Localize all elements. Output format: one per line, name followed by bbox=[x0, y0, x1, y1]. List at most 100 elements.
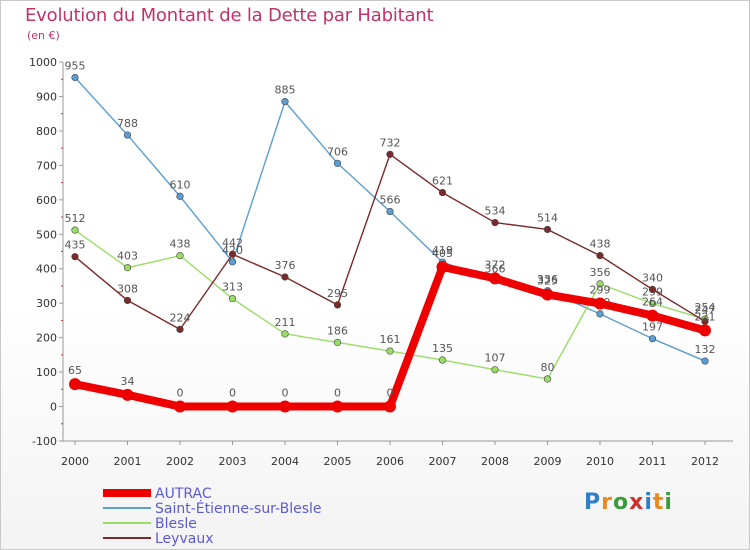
x-tick-label: 2009 bbox=[534, 455, 562, 468]
data-label: 313 bbox=[222, 281, 243, 294]
data-point bbox=[646, 309, 659, 322]
data-label: 299 bbox=[590, 284, 611, 297]
data-label: 186 bbox=[327, 324, 348, 337]
x-tick-label: 2011 bbox=[639, 455, 667, 468]
data-label: 224 bbox=[170, 311, 191, 324]
x-tick-label: 2008 bbox=[481, 455, 509, 468]
y-tick-label: 900 bbox=[36, 90, 57, 103]
data-label: 0 bbox=[177, 387, 184, 400]
data-point bbox=[386, 347, 394, 355]
data-label: 420 bbox=[222, 244, 243, 257]
data-label: 610 bbox=[170, 178, 191, 191]
data-label: 135 bbox=[432, 342, 453, 355]
x-tick-label: 2005 bbox=[324, 455, 352, 468]
data-label: 512 bbox=[65, 212, 86, 225]
data-label: 308 bbox=[117, 282, 138, 295]
data-label: 732 bbox=[380, 136, 401, 149]
y-tick-label: 100 bbox=[36, 366, 57, 379]
data-label: 0 bbox=[387, 387, 394, 400]
y-tick-label: 300 bbox=[36, 297, 57, 310]
data-point bbox=[438, 188, 447, 197]
proxiti-logo: Proxiti bbox=[584, 490, 673, 515]
x-tick-label: 2012 bbox=[691, 455, 719, 468]
legend-label: Leyvaux bbox=[155, 531, 213, 547]
data-label: 955 bbox=[65, 60, 86, 73]
data-point bbox=[648, 335, 657, 343]
data-label: 514 bbox=[537, 211, 558, 224]
data-label: 435 bbox=[65, 239, 86, 252]
data-label: 132 bbox=[695, 343, 716, 356]
data-point bbox=[123, 131, 132, 139]
data-label: 419 bbox=[432, 244, 453, 257]
x-tick-label: 2004 bbox=[271, 455, 299, 468]
data-label: 366 bbox=[485, 262, 506, 275]
data-point bbox=[71, 226, 79, 234]
data-label: 211 bbox=[275, 316, 296, 329]
data-point bbox=[281, 273, 289, 281]
data-point bbox=[699, 324, 711, 337]
data-point bbox=[281, 330, 289, 338]
data-label: 107 bbox=[485, 352, 506, 365]
data-label: 621 bbox=[432, 175, 453, 188]
y-tick-label: 600 bbox=[36, 194, 57, 207]
y-tick-label: 400 bbox=[36, 263, 57, 276]
data-label: 534 bbox=[485, 205, 506, 218]
data-label: 566 bbox=[380, 194, 401, 207]
data-label: 34 bbox=[121, 375, 135, 388]
data-point bbox=[491, 366, 499, 374]
data-point bbox=[701, 357, 709, 365]
data-point bbox=[226, 400, 239, 413]
data-label: 340 bbox=[642, 271, 663, 284]
data-point bbox=[123, 296, 132, 305]
x-tick-label: 2010 bbox=[586, 455, 614, 468]
y-tick-label: 0 bbox=[50, 401, 57, 414]
data-point bbox=[491, 218, 499, 227]
data-label: 254 bbox=[695, 301, 716, 314]
data-label: 356 bbox=[590, 266, 611, 279]
data-point bbox=[596, 310, 604, 318]
x-tick-label: 2000 bbox=[61, 455, 89, 468]
data-point bbox=[228, 258, 237, 266]
data-point bbox=[438, 356, 447, 364]
data-point bbox=[121, 388, 134, 401]
data-point bbox=[176, 325, 184, 333]
data-point bbox=[281, 98, 289, 106]
data-point bbox=[71, 73, 79, 82]
x-tick-label: 2002 bbox=[166, 455, 194, 468]
data-label: 325 bbox=[537, 275, 558, 288]
y-tick-label: 500 bbox=[36, 228, 57, 241]
x-tick-label: 2003 bbox=[219, 455, 247, 468]
data-point bbox=[333, 159, 342, 167]
data-label: 442 bbox=[222, 236, 243, 249]
data-point bbox=[541, 288, 554, 301]
data-label: 438 bbox=[590, 238, 611, 251]
data-point bbox=[436, 261, 449, 274]
data-point bbox=[176, 252, 184, 260]
data-label: 403 bbox=[117, 250, 138, 263]
data-label: 438 bbox=[170, 238, 191, 251]
y-tick-label: 1000 bbox=[29, 56, 57, 69]
data-label: 80 bbox=[541, 361, 555, 374]
chart-subtitle: (en €) bbox=[27, 29, 60, 42]
data-point bbox=[648, 285, 657, 294]
x-tick-label: 2001 bbox=[114, 455, 142, 468]
data-label: 788 bbox=[117, 117, 138, 130]
y-tick-label: 700 bbox=[36, 159, 57, 172]
data-point bbox=[386, 207, 394, 216]
data-point bbox=[648, 299, 657, 308]
data-point bbox=[279, 400, 291, 413]
data-label: 706 bbox=[327, 145, 348, 158]
x-tick-label: 2007 bbox=[429, 455, 457, 468]
y-tick-label: -100 bbox=[32, 435, 57, 448]
data-label: 376 bbox=[275, 259, 296, 272]
data-point bbox=[333, 338, 342, 347]
data-label: 295 bbox=[327, 287, 348, 300]
x-tick-label: 2006 bbox=[376, 455, 404, 468]
data-point bbox=[331, 400, 344, 413]
data-label: 161 bbox=[380, 333, 401, 346]
legend-label: AUTRAC bbox=[155, 486, 212, 502]
chart-title: Evolution du Montant de la Dette par Hab… bbox=[25, 5, 434, 26]
data-point bbox=[543, 225, 552, 234]
